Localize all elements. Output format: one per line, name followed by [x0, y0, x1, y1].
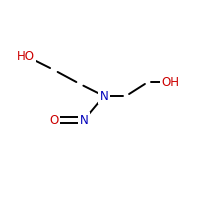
Text: O: O: [49, 114, 59, 127]
Text: N: N: [80, 114, 88, 127]
Text: HO: HO: [17, 49, 35, 62]
Text: N: N: [100, 90, 108, 102]
Text: OH: OH: [161, 75, 179, 88]
